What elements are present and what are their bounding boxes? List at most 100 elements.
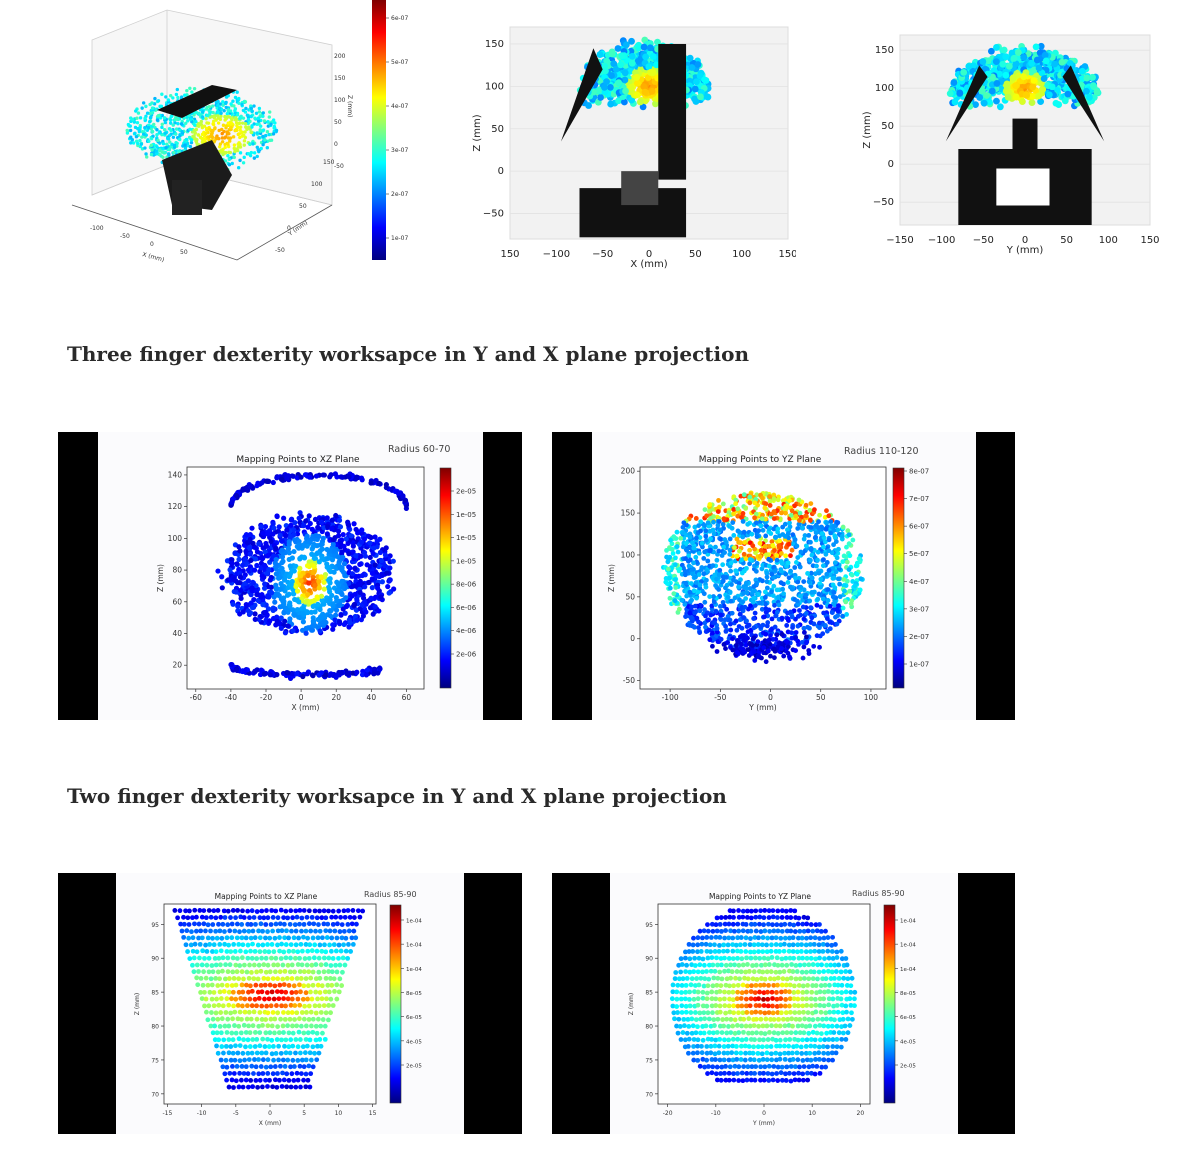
data-point [636,98,644,106]
data-point [972,101,979,109]
data-point [215,568,221,574]
data-point [155,151,159,156]
data-point [603,78,610,86]
data-point [290,568,296,574]
data-point [601,83,608,91]
data-point [946,90,954,98]
data-point [168,118,173,122]
data-point [273,556,279,563]
data-point [186,119,190,123]
data-point [374,538,380,544]
data-point [229,117,234,121]
data-point [296,614,302,620]
x-tick-label: 0 [150,241,154,248]
data-point [254,562,260,569]
data-point [252,611,258,617]
data-point [180,130,184,134]
data-point [1041,51,1049,59]
data-point [334,598,340,604]
data-point [254,549,261,555]
data-point [329,517,336,523]
data-point [1003,80,1011,88]
colorbar-tick-label: 2e-07 [391,191,408,198]
data-point [338,540,344,546]
robot-window [995,167,1051,207]
y-tick-label: 0 [498,166,504,177]
data-point [337,524,344,530]
data-point [303,630,309,636]
data-point [187,114,191,118]
data-point [359,672,366,678]
data-point [787,520,792,526]
data-point [367,554,373,561]
data-point [336,619,343,625]
data-point [330,622,336,628]
data-point [825,597,831,603]
data-point [265,553,271,559]
data-point [161,142,166,146]
data-point [218,145,222,149]
data-point [169,128,173,133]
data-point [1040,75,1048,83]
data-point [993,80,1001,87]
data-point [374,585,381,591]
top-3d-robot-model [157,85,237,215]
data-point [402,497,408,503]
data-point [738,577,743,583]
data-point [218,149,223,154]
data-point [795,555,801,560]
data-point [683,614,688,619]
data-point [158,148,162,152]
data-point [277,574,283,581]
data-point [334,607,340,613]
data-point [216,99,220,104]
data-point [263,609,269,615]
data-point [265,593,271,599]
data-point [744,618,749,624]
data-point [700,544,705,550]
x-tick-label: 100 [1099,235,1118,246]
data-point [233,95,238,100]
data-point [316,559,322,565]
data-point [309,627,315,633]
x-tick-label: -50 [120,233,130,240]
data-point [134,135,139,139]
data-point [752,500,758,506]
data-point [703,92,710,100]
data-point [300,619,306,625]
data-point [172,143,177,148]
data-point [992,58,1000,66]
data-point [354,597,360,604]
data-point [375,670,381,676]
data-point [167,153,171,157]
data-point [753,568,759,574]
data-point [241,161,246,165]
data-point [140,135,144,139]
data-point [759,566,765,572]
data-point [1019,98,1026,105]
data-point [319,519,325,525]
data-point [155,118,160,122]
data-point [242,668,248,674]
data-point [149,127,154,131]
data-point [291,531,297,538]
x-tick-label: 50 [1060,235,1073,246]
data-point [648,87,656,95]
data-point [708,612,714,618]
data-point [259,480,265,486]
data-point [290,628,296,634]
data-point [785,527,790,533]
data-point [217,128,221,133]
data-point [682,568,688,574]
data-point [252,156,257,160]
data-point [318,593,325,599]
colorbar-tick-label: 1e-05 [456,534,476,542]
y-tick-label: 140 [168,470,183,479]
data-point [699,565,705,570]
data-point [360,613,367,619]
data-point [813,571,818,577]
data-point [140,106,144,110]
data-point [210,130,214,134]
data-point [1089,82,1097,90]
